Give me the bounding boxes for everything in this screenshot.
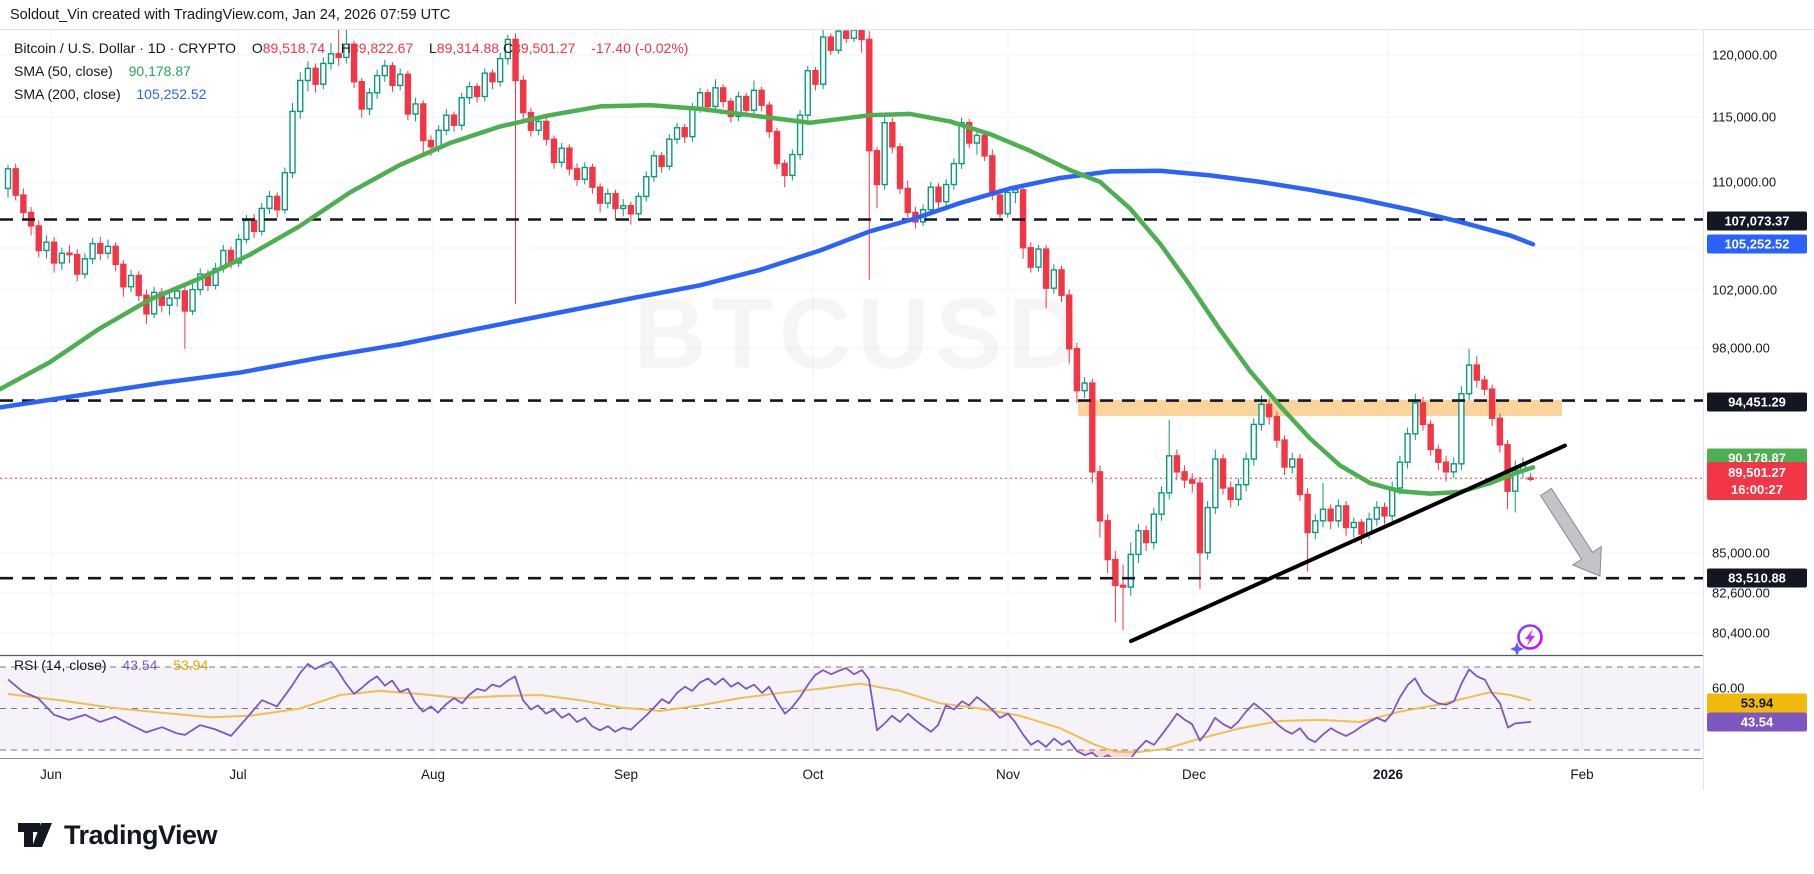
rsi-ma-line [7, 682, 1532, 754]
rsi-value: 43.54 [122, 657, 158, 673]
sma200-line [0, 168, 1536, 410]
axis-tick: 85,000.00 [1712, 545, 1770, 561]
close-value: 89,501.27 [513, 40, 576, 56]
axis-tick: 60.00 [1712, 680, 1745, 696]
open-label: O [251, 40, 263, 56]
sma200-value: 105,252.52 [136, 86, 207, 102]
candles [4, 30, 1534, 631]
trendline [1129, 443, 1567, 644]
rsi-line [7, 660, 1532, 757]
change-value: -17.40 (-0.02%) [591, 40, 689, 56]
tradingview-logo-text: TradingView [64, 819, 218, 850]
gridlines [0, 30, 1703, 757]
time-axis-label: Jun [40, 767, 62, 782]
supply-zone [1078, 399, 1562, 416]
rsi-ma-value: 53.94 [173, 657, 209, 673]
sma50-value: 90,178.87 [128, 63, 191, 79]
low-value: 89,314.88 [436, 40, 500, 56]
axis-tick: 80,400.00 [1712, 625, 1770, 641]
symbol-row: Bitcoin / U.S. Dollar · 1D · CRYPTO O89,… [14, 40, 689, 56]
divider [0, 29, 1814, 30]
time-axis-label: Dec [1181, 767, 1207, 782]
lightning-icon [1510, 624, 1543, 655]
axis-badge: 53.94 [1707, 693, 1807, 713]
sma50-row: SMA (50, close) 90,178.87 [14, 60, 688, 83]
rsi-pane [0, 660, 1703, 757]
sma200-label[interactable]: SMA (200, close) [14, 86, 121, 102]
rsi-label[interactable]: RSI (14, close) [14, 657, 107, 673]
exchange-label: CRYPTO [178, 40, 237, 56]
watermark-text: BTCUSD [634, 278, 1087, 390]
time-axis-label: Jul [229, 767, 247, 782]
axis-badge: 83,510.88 [1707, 568, 1807, 588]
axis-tick: 98,000.00 [1712, 340, 1770, 356]
time-axis-label: Oct [802, 767, 824, 782]
interval-label[interactable]: 1D [147, 40, 166, 56]
time-axis-label: Nov [995, 767, 1021, 782]
rsi-legend: RSI (14, close) 43.54 53.94 [14, 657, 208, 673]
tradingview-logo[interactable]: TradingView [16, 818, 218, 852]
axis-badge: 107,073.37 [1707, 211, 1807, 231]
axis-tick: 102,000.00 [1712, 282, 1778, 298]
high-value: 89,822.67 [350, 40, 414, 56]
axis-tick: 110,000.00 [1712, 174, 1777, 190]
time-axis-label: Aug [420, 767, 446, 782]
axis-badge: 89,501.27 16:00:27 [1707, 462, 1807, 500]
symbol-name[interactable]: Bitcoin / U.S. Dollar [14, 40, 136, 56]
high-label: H [340, 40, 351, 56]
axis-tick: 120,000.00 [1712, 47, 1778, 63]
time-axis-label: Feb [1570, 767, 1594, 782]
tradingview-logo-icon [18, 823, 52, 847]
time-axis[interactable]: Jun Jul Aug Sep Oct Nov Dec 2026 Feb [0, 758, 1703, 791]
time-axis-label: Sep [613, 767, 639, 782]
axis-tick: 82,600.00 [1712, 585, 1770, 601]
price-chart-svg[interactable]: BTCUSD [0, 0, 1814, 790]
axis-badge: 94,451.29 [1707, 392, 1807, 412]
low-label: L [428, 40, 437, 56]
sma50-label[interactable]: SMA (50, close) [14, 63, 113, 79]
down-arrow-annotation [1539, 487, 1602, 577]
axis-badge: 105,252.52 [1707, 234, 1807, 254]
axis-badge: 43.54 [1707, 712, 1807, 732]
axis-tick: 115,000.00 [1712, 109, 1777, 125]
sma50-line [0, 102, 1536, 496]
symbol-legend: Bitcoin / U.S. Dollar · 1D · CRYPTO O89,… [14, 37, 688, 106]
price-axis[interactable]: 120,000.00 115,000.00 110,000.00 107,073.37… [1703, 30, 1814, 790]
time-axis-label: 2026 [1372, 767, 1404, 782]
attribution-text: Soldout_Vin created with TradingView.com… [10, 7, 451, 23]
chart-area[interactable]: BTCUSD [0, 0, 1814, 795]
main-pane [0, 30, 1703, 655]
sma200-row: SMA (200, close) 105,252.52 [14, 83, 688, 106]
open-value: 89,518.74 [262, 40, 325, 56]
close-label: C [502, 40, 514, 56]
